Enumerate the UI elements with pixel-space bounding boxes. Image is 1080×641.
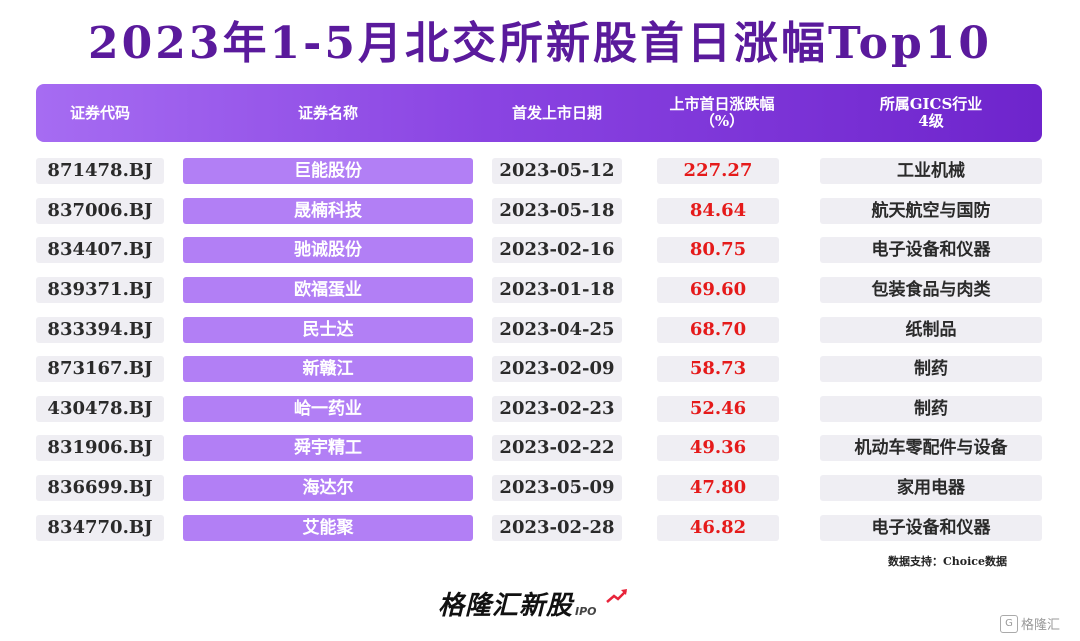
row-pct: 84.64 xyxy=(657,198,779,224)
data-source: 数据支持：Choice数据 xyxy=(888,555,1007,568)
row-industry: 电子设备和仪器 xyxy=(820,515,1042,541)
row-industry: 工业机械 xyxy=(820,158,1042,184)
brand-sub: IPO xyxy=(575,605,597,618)
row-date: 2023-04-25 xyxy=(492,317,622,343)
row-code: 833394.BJ xyxy=(36,317,164,343)
watermark: G 格隆汇 xyxy=(1000,614,1060,633)
row-code: 834770.BJ xyxy=(36,515,164,541)
row-code: 430478.BJ xyxy=(36,396,164,422)
row-industry: 电子设备和仪器 xyxy=(820,237,1042,263)
row-name: 新赣江 xyxy=(183,356,473,382)
row-industry: 纸制品 xyxy=(820,317,1042,343)
header-pct: 上市首日涨跌幅 （%） xyxy=(669,95,775,130)
row-date: 2023-02-23 xyxy=(492,396,622,422)
header-name: 证券名称 xyxy=(297,103,358,122)
row-industry: 制药 xyxy=(820,396,1042,422)
row-date: 2023-05-09 xyxy=(492,475,622,501)
row-name: 舜宇精工 xyxy=(183,435,473,461)
row-pct: 68.70 xyxy=(657,317,779,343)
row-pct: 49.36 xyxy=(657,435,779,461)
row-name: 海达尔 xyxy=(183,475,473,501)
row-industry: 制药 xyxy=(820,356,1042,382)
row-code: 837006.BJ xyxy=(36,198,164,224)
row-pct: 52.46 xyxy=(657,396,779,422)
page-title: 2023年1-5月北交所新股首日涨幅Top10 xyxy=(88,18,992,69)
row-date: 2023-02-28 xyxy=(492,515,622,541)
trend-arrow-icon xyxy=(606,589,627,603)
row-date: 2023-05-18 xyxy=(492,198,622,224)
row-name: 峆一药业 xyxy=(183,396,473,422)
row-industry: 机动车零配件与设备 xyxy=(820,435,1042,461)
row-pct: 227.27 xyxy=(657,158,779,184)
row-pct: 46.82 xyxy=(657,515,779,541)
row-code: 831906.BJ xyxy=(36,435,164,461)
table-header: 证券代码 证券名称 首发上市日期 上市首日涨跌幅 （%） 所属GICS行业 4级 xyxy=(36,84,1042,142)
brand-text: 格隆汇新股 xyxy=(438,591,574,621)
row-code: 839371.BJ xyxy=(36,277,164,303)
row-industry: 包装食品与肉类 xyxy=(820,277,1042,303)
row-date: 2023-05-12 xyxy=(492,158,622,184)
row-industry: 家用电器 xyxy=(820,475,1042,501)
row-date: 2023-02-16 xyxy=(492,237,622,263)
row-pct: 80.75 xyxy=(657,237,779,263)
row-name: 驰诚股份 xyxy=(183,237,473,263)
brand-logo: 格隆汇新股 IPO xyxy=(438,588,627,622)
row-name: 欧福蛋业 xyxy=(183,277,473,303)
row-code: 871478.BJ xyxy=(36,158,164,184)
row-name: 晟楠科技 xyxy=(183,198,473,224)
row-pct: 69.60 xyxy=(657,277,779,303)
row-pct: 47.80 xyxy=(657,475,779,501)
row-code: 834407.BJ xyxy=(36,237,164,263)
row-name: 民士达 xyxy=(183,317,473,343)
row-industry: 航天航空与国防 xyxy=(820,198,1042,224)
header-date: 首发上市日期 xyxy=(511,103,602,122)
watermark-text: 格隆汇 xyxy=(1021,618,1061,633)
header-industry: 所属GICS行业 4级 xyxy=(879,95,983,130)
row-date: 2023-01-18 xyxy=(492,277,622,303)
row-name: 巨能股份 xyxy=(183,158,473,184)
gelonghui-logo-icon: G xyxy=(1000,614,1018,633)
header-code: 证券代码 xyxy=(69,103,130,122)
row-name: 艾能聚 xyxy=(183,515,473,541)
row-date: 2023-02-09 xyxy=(492,356,622,382)
row-pct: 58.73 xyxy=(657,356,779,382)
row-code: 836699.BJ xyxy=(36,475,164,501)
row-code: 873167.BJ xyxy=(36,356,164,382)
row-date: 2023-02-22 xyxy=(492,435,622,461)
